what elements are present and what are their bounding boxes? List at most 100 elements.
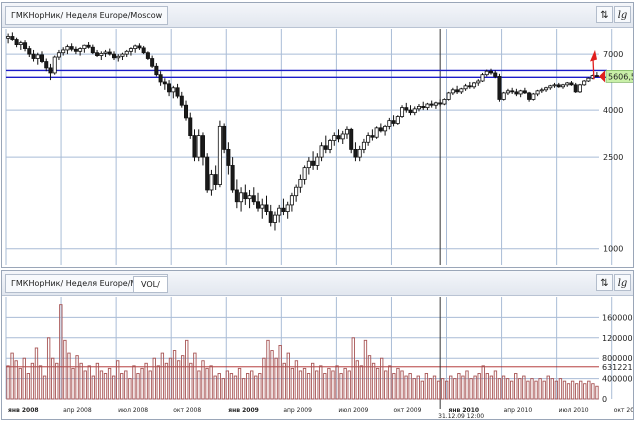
log-scale-button[interactable]: lg xyxy=(614,6,631,23)
sort-arrows-icon[interactable]: ⇅ xyxy=(596,274,613,291)
sort-arrows-icon[interactable]: ⇅ xyxy=(596,6,613,23)
volume-bar xyxy=(294,360,299,400)
candle xyxy=(378,123,383,133)
volume-bar xyxy=(103,373,108,400)
candle xyxy=(107,48,112,56)
volume-indicator-tab[interactable]: VOL/ xyxy=(133,276,168,293)
volume-y-tick-label: 6312219, xyxy=(602,363,633,372)
candle xyxy=(548,84,553,90)
volume-bar xyxy=(120,373,124,400)
volume-bar xyxy=(59,304,63,400)
candle-body xyxy=(90,46,95,54)
volume-bar xyxy=(266,339,270,400)
candle-body xyxy=(332,135,337,141)
candle xyxy=(188,112,193,139)
candle-body xyxy=(230,165,235,191)
candle xyxy=(44,58,49,72)
candle xyxy=(281,198,286,216)
candle xyxy=(141,45,146,55)
candle-body xyxy=(472,82,477,88)
volume-bar xyxy=(144,362,148,400)
candle xyxy=(6,33,11,44)
volume-bar xyxy=(310,362,315,400)
volume-bar xyxy=(505,378,510,400)
volume-bar xyxy=(290,367,295,400)
candle-body xyxy=(133,45,138,49)
candle-body xyxy=(425,103,430,109)
candle-body xyxy=(387,120,392,127)
volume-bar xyxy=(111,375,116,400)
volume-bar xyxy=(343,367,347,400)
volume-bar xyxy=(522,375,526,400)
volume-bar xyxy=(38,365,43,400)
candle xyxy=(150,55,155,68)
volume-bar xyxy=(250,370,254,400)
candle-body xyxy=(78,48,83,52)
volume-bar xyxy=(75,355,79,400)
volume-instrument-title[interactable]: ГМКНорНик/ Неделя Europe/Moscow xyxy=(5,274,169,293)
price-instrument-title[interactable]: ГМКНорНик/ Неделя Europe/Moscow xyxy=(5,6,169,25)
candle-body xyxy=(412,108,417,114)
candle xyxy=(531,92,536,101)
volume-bar xyxy=(453,378,457,400)
candle-body xyxy=(510,90,515,93)
volume-bar xyxy=(197,370,201,400)
candle xyxy=(332,132,337,146)
candle xyxy=(78,47,83,56)
candle-body xyxy=(463,85,468,90)
candle xyxy=(433,101,438,109)
candle-body xyxy=(145,52,150,59)
volume-bar xyxy=(26,373,31,400)
candle xyxy=(294,184,299,202)
volume-bar xyxy=(428,378,433,400)
candle-body xyxy=(103,51,108,54)
candle xyxy=(311,151,316,170)
candle xyxy=(306,157,311,175)
candle-body xyxy=(416,106,421,110)
log-scale-button[interactable]: lg xyxy=(614,274,631,291)
candle xyxy=(450,87,455,96)
candle-body xyxy=(217,125,222,185)
candle xyxy=(260,198,265,219)
candle-body xyxy=(298,179,303,188)
candle xyxy=(421,101,426,111)
volume-bar xyxy=(546,375,550,400)
volume-bar xyxy=(388,365,392,400)
volume-bar xyxy=(136,373,140,400)
candle-body xyxy=(586,77,591,82)
x-axis-label: апр 2009 xyxy=(283,407,312,414)
candle xyxy=(493,70,498,79)
candle xyxy=(154,63,159,77)
candle xyxy=(539,87,544,93)
candle xyxy=(239,187,244,212)
volume-bar xyxy=(140,367,144,400)
candle-body xyxy=(209,174,214,191)
volume-bar xyxy=(63,339,67,400)
candle-body xyxy=(328,140,333,150)
candle-body xyxy=(548,85,553,89)
candle-body xyxy=(239,192,244,203)
candle xyxy=(395,115,400,125)
candle-body xyxy=(378,127,383,132)
candle xyxy=(361,138,366,154)
y-tick-label: 2500 xyxy=(603,153,623,162)
candle xyxy=(230,157,235,193)
volume-bar xyxy=(270,350,274,400)
price-candlestick-chart[interactable]: 7000 4000 2500 1000 5606,53 xyxy=(2,3,633,267)
candle xyxy=(65,44,70,55)
candle xyxy=(387,117,392,130)
volume-bar xyxy=(497,378,502,400)
candle-body xyxy=(306,160,311,169)
volume-bar xyxy=(440,378,445,400)
candle-body xyxy=(340,133,345,140)
candle-body xyxy=(315,156,320,166)
candle xyxy=(289,192,294,212)
volume-y-tick-label: 16000000 xyxy=(602,313,633,322)
volume-bar xyxy=(156,365,160,400)
candle xyxy=(328,138,333,154)
volume-bar xyxy=(550,378,554,400)
volume-bar xyxy=(181,355,185,400)
candle xyxy=(56,49,61,61)
